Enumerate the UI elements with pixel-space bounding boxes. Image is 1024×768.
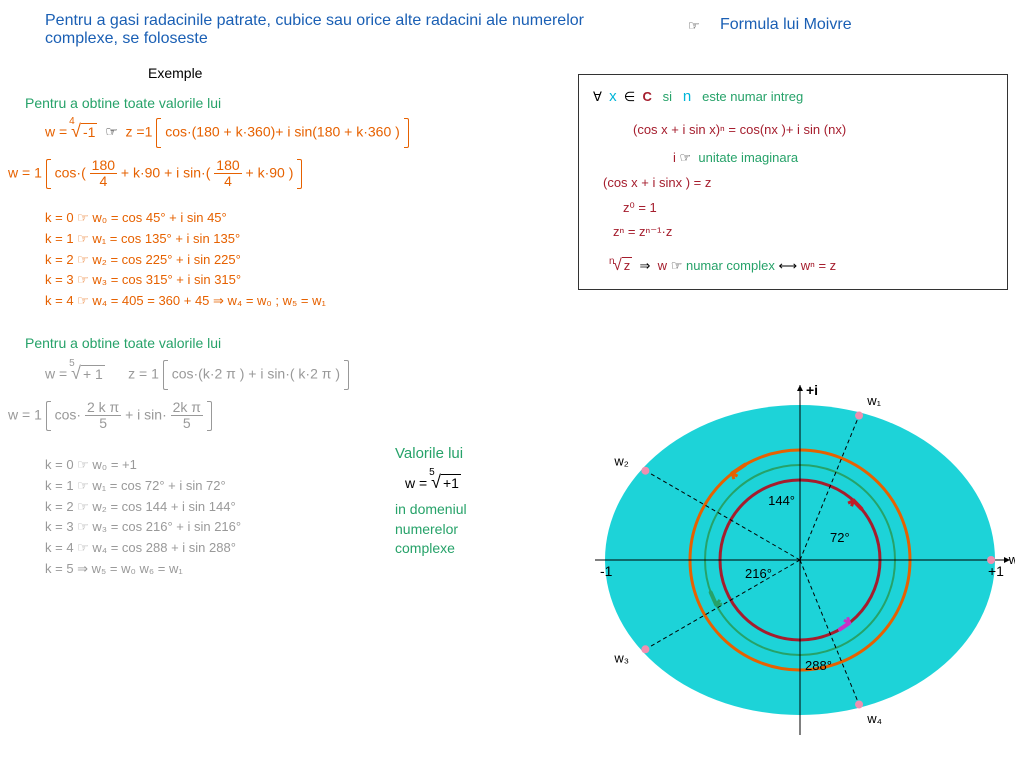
complex-roots-diagram: w₀ w₁ w₂ w₃ w₄ 72° 144° 216° 288° +i -1 +1 [585,380,1015,760]
section1-root: w = 4 √-1 ☞ z =1 cos·(180 + k·360)+ i si… [45,118,409,148]
svg-text:72°: 72° [830,530,850,545]
svg-text:216°: 216° [745,566,772,581]
moivre-main-formula: (cos x + i sin x)ⁿ = cos(nx )+ i sin (nx… [633,118,993,143]
svg-text:w₀: w₀ [1008,552,1015,567]
page-title: Pentru a gasi radacinile patrate, cubice… [45,12,645,48]
section2-heading: Pentru a obtine toate valorile lui [25,335,221,351]
svg-text:288°: 288° [805,658,832,673]
valorile-root: w = 5 √+1 [405,472,461,493]
svg-text:+i: +i [806,382,818,398]
section2-k-lines: k = 0 ☞ w₀ = +1 k = 1 ☞ w₁ = cos 72° + i… [45,455,241,580]
formula-label: Formula lui Moivre [720,16,852,34]
section1-expanded: w = 1 cos·( 1804 + k·90 + i sin·( 1804 +… [8,158,302,190]
svg-text:w₁: w₁ [866,393,881,408]
svg-text:144°: 144° [768,493,795,508]
moivre-formula-box: ∀ x ∈ C si n este numar intreg (cos x + … [578,74,1008,290]
section2-expanded: w = 1 cos· 2 k π5 + i sin· 2k π5 [8,400,212,432]
svg-text:+1: +1 [988,563,1004,579]
svg-text:w₄: w₄ [866,711,882,726]
pointer-icon: ☞ [688,18,700,34]
svg-text:-1: -1 [600,563,613,579]
valorile-domain: in domeniul numerelor complexe [395,500,515,559]
exemple-label: Exemple [148,65,202,81]
section2-root: w = 5 √+ 1 z = 1 cos·(k·2 π ) + i sin·( … [45,360,349,390]
section1-k-lines: k = 0 ☞ w₀ = cos 45° + i sin 45° k = 1 ☞… [45,208,326,312]
svg-text:w₃: w₃ [613,650,629,665]
svg-text:w₂: w₂ [613,454,628,469]
valorile-label: Valorile lui [395,445,463,462]
section1-heading: Pentru a obtine toate valorile lui [25,95,221,111]
